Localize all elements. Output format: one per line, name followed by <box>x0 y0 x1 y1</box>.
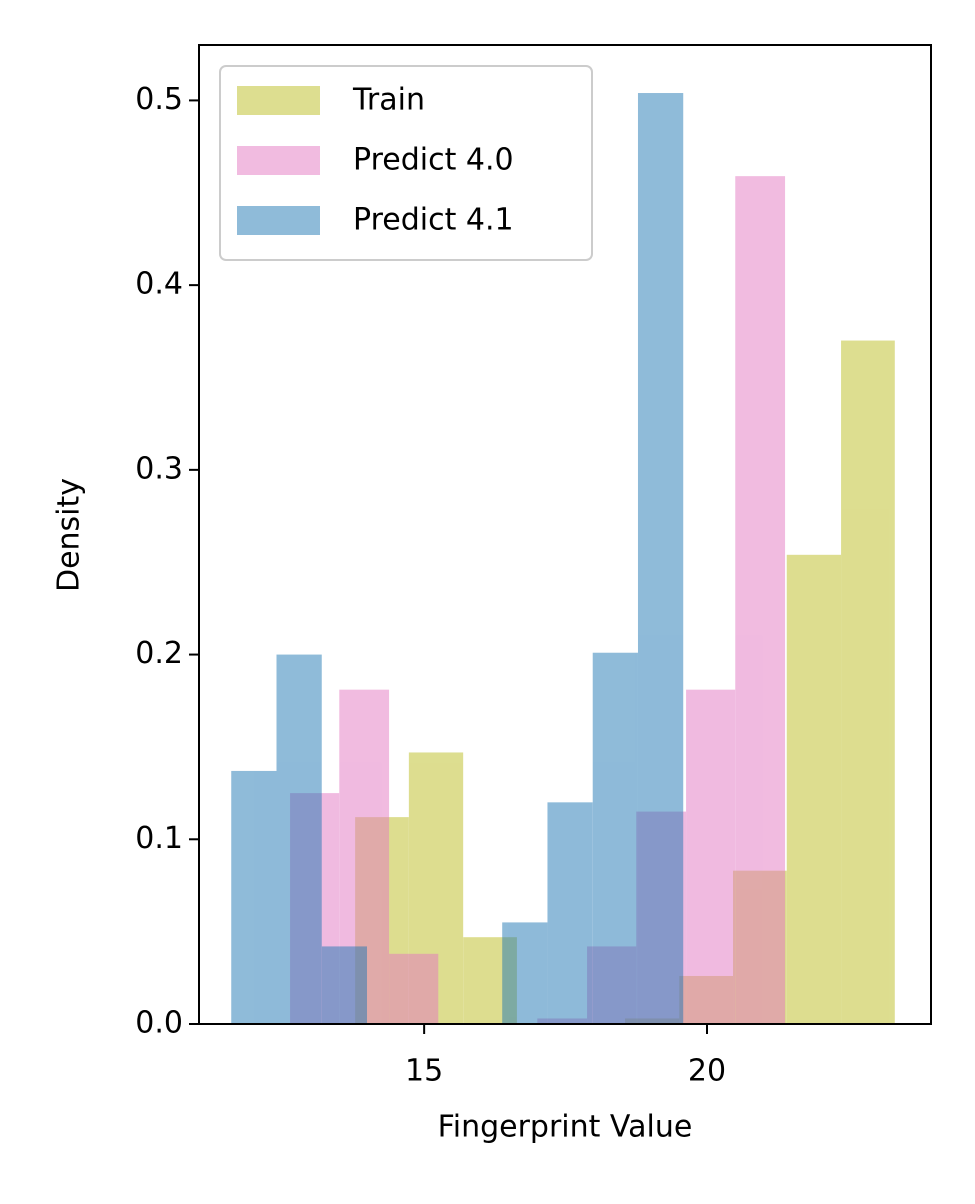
bar <box>637 93 684 1024</box>
legend-label: Predict 4.0 <box>353 143 514 178</box>
x-axis-label: Fingerprint Value <box>438 1110 693 1145</box>
y-tick-label: 0.5 <box>135 82 183 117</box>
legend-label: Predict 4.1 <box>353 203 514 238</box>
bar <box>592 652 638 1024</box>
bar <box>735 176 786 1025</box>
bar <box>547 802 593 1024</box>
y-tick-label: 0.2 <box>135 636 183 671</box>
y-tick-label: 0.3 <box>135 451 183 486</box>
y-tick-label: 0.0 <box>135 1006 183 1041</box>
legend-swatch <box>237 146 320 175</box>
plot-frame <box>198 44 932 1025</box>
bar <box>502 922 548 1024</box>
bar <box>231 770 277 1024</box>
x-tick-label: 20 <box>688 1054 726 1089</box>
histogram-series <box>231 93 684 1024</box>
legend-label: Train <box>352 83 425 118</box>
legend-swatch <box>237 86 320 115</box>
y-tick-label: 0.1 <box>135 821 183 856</box>
bar <box>321 946 368 1024</box>
bar <box>389 953 439 1024</box>
x-tick-label: 15 <box>405 1054 443 1089</box>
y-axis-label: Density <box>52 478 87 592</box>
bar <box>841 340 895 1024</box>
y-tick-label: 0.4 <box>135 267 183 302</box>
bar <box>276 654 322 1024</box>
legend-swatch <box>237 206 320 235</box>
bar <box>786 554 842 1024</box>
bar <box>686 689 736 1024</box>
